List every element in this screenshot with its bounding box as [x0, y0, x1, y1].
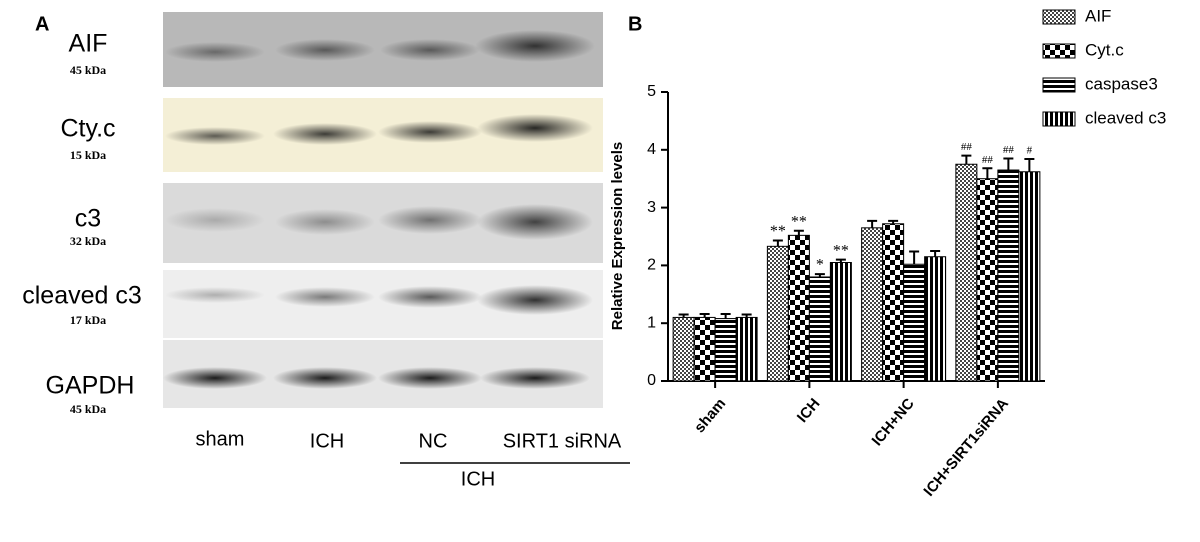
row-label: GAPDH — [46, 372, 135, 400]
x-tick-label: sham — [691, 395, 729, 436]
bar — [1018, 171, 1041, 382]
kda-label: 17 kDa — [70, 313, 106, 327]
row-label: cleaved c3 — [22, 282, 142, 310]
error-bar — [1024, 158, 1035, 172]
bar — [766, 245, 789, 382]
legend-swatch — [1042, 111, 1076, 127]
annotation: ## — [961, 141, 973, 153]
bar — [693, 316, 716, 382]
bar — [787, 234, 810, 382]
bar — [861, 227, 884, 382]
bar — [955, 163, 978, 382]
row-label: AIF — [69, 30, 108, 58]
legend-swatch — [1042, 43, 1076, 59]
bar — [808, 276, 831, 382]
legend-swatch — [1042, 77, 1076, 93]
annotation: ** — [833, 242, 849, 259]
lane-label: ICH — [310, 430, 344, 452]
bar — [714, 318, 737, 382]
row-label: c3 — [75, 205, 101, 233]
bar — [997, 169, 1020, 382]
kda-label: 45 kDa — [70, 402, 106, 416]
annotation: # — [1027, 145, 1033, 157]
lane-label: sham — [196, 428, 245, 450]
y-tick-label: 2 — [647, 257, 656, 274]
panel-label: A — [35, 13, 49, 35]
panel-label: B — [628, 13, 642, 35]
error-bar — [720, 312, 731, 319]
x-tick-label: ICH — [794, 395, 824, 426]
error-bar — [867, 219, 878, 228]
kda-label: 15 kDa — [70, 148, 106, 162]
error-bar — [741, 313, 752, 318]
annotation: ** — [791, 213, 807, 230]
legend-label: caspase3 — [1085, 74, 1158, 93]
error-bar — [961, 154, 972, 165]
y-tick-label: 3 — [647, 199, 656, 216]
error-bar — [835, 258, 846, 263]
y-tick-label: 1 — [647, 314, 656, 331]
row-label: Cty.c — [60, 115, 115, 143]
error-bar — [678, 313, 689, 318]
legend-label: cleaved c3 — [1085, 108, 1166, 127]
error-bar — [814, 273, 825, 277]
error-bar — [793, 229, 804, 236]
bar — [672, 316, 695, 382]
bar — [735, 316, 758, 382]
bar — [903, 263, 926, 382]
lane-label: NC — [419, 430, 448, 452]
blot-panel: A AIF 45 kDa Cty.c 15 kDa c3 32 kDa clea… — [22, 12, 630, 490]
error-bar — [930, 249, 941, 257]
y-tick-label: 5 — [647, 83, 656, 100]
error-bar — [699, 312, 710, 318]
kda-label: 45 kDa — [70, 63, 106, 77]
y-tick-label: 4 — [647, 141, 656, 158]
bar — [882, 223, 905, 382]
bar — [924, 256, 947, 382]
error-bar — [888, 219, 899, 224]
x-tick-label: ICH+NC — [869, 395, 918, 449]
group-label: ICH — [461, 468, 495, 490]
error-bar — [1003, 157, 1014, 171]
error-bar — [982, 167, 993, 179]
bar — [976, 178, 999, 382]
y-axis-label: Relative Expression levels — [609, 142, 626, 330]
kda-label: 32 kDa — [70, 234, 106, 248]
annotation: * — [816, 257, 824, 274]
error-bar — [909, 250, 920, 265]
bands — [163, 30, 595, 389]
legend-swatch — [1042, 9, 1076, 25]
error-bar — [772, 239, 783, 247]
y-tick-label: 0 — [647, 372, 656, 389]
legend-label: AIF — [1085, 6, 1111, 25]
lane-label: SIRT1 siRNA — [503, 430, 622, 452]
x-tick-label: ICH+SIRT1siRNA — [920, 395, 1012, 500]
annotation: ## — [1003, 144, 1015, 156]
annotation: ** — [770, 223, 786, 240]
bar — [829, 262, 852, 382]
annotation: ## — [982, 154, 994, 166]
legend-label: Cyt.c — [1085, 40, 1124, 59]
